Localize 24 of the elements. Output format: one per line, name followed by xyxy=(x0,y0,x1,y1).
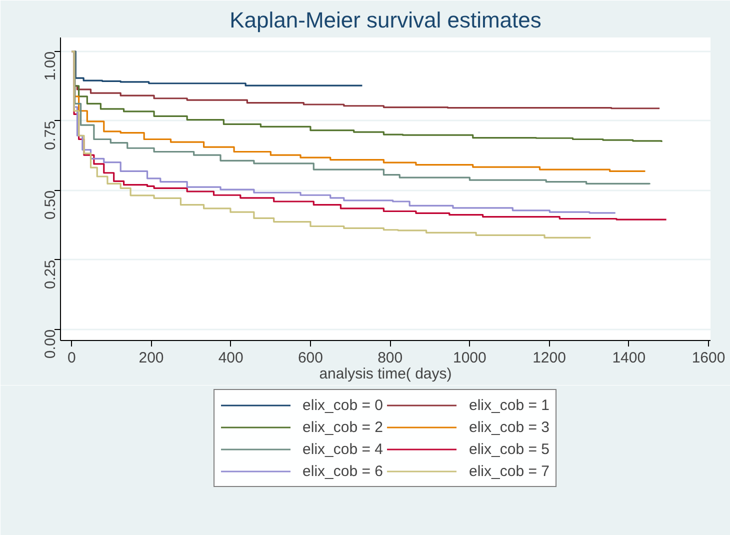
legend-label: elix_cob = 0 xyxy=(302,396,383,414)
legend-label: elix_cob = 3 xyxy=(469,418,550,436)
x-tick-label: 200 xyxy=(138,350,164,366)
x-tick-label: 1400 xyxy=(612,350,646,366)
legend-label: elix_cob = 1 xyxy=(469,396,550,414)
y-tick-label: 0.25 xyxy=(42,260,59,290)
x-axis-title: analysis time( days) xyxy=(319,366,452,382)
x-tick-label: 0 xyxy=(67,350,76,366)
legend-label: elix_cob = 2 xyxy=(302,418,383,436)
x-tick-label: 400 xyxy=(218,350,244,366)
y-tick-label: 0.75 xyxy=(42,120,59,150)
legend-label: elix_cob = 4 xyxy=(302,440,383,458)
x-tick-label: 1000 xyxy=(453,350,486,366)
x-tick-label: 600 xyxy=(298,350,323,366)
x-tick-label: 1600 xyxy=(692,350,726,366)
legend-label: elix_cob = 5 xyxy=(469,440,550,458)
legend-label: elix_cob = 6 xyxy=(302,462,383,480)
chart-title: Kaplan-Meier survival estimates xyxy=(230,8,542,32)
x-tick-label: 800 xyxy=(378,350,403,366)
y-tick-label: 0.00 xyxy=(42,329,59,359)
x-tick-label: 1200 xyxy=(532,350,566,366)
y-tick-label: 0.50 xyxy=(42,190,59,220)
legend-label: elix_cob = 7 xyxy=(469,462,550,480)
y-tick-label: 1.00 xyxy=(42,51,59,81)
